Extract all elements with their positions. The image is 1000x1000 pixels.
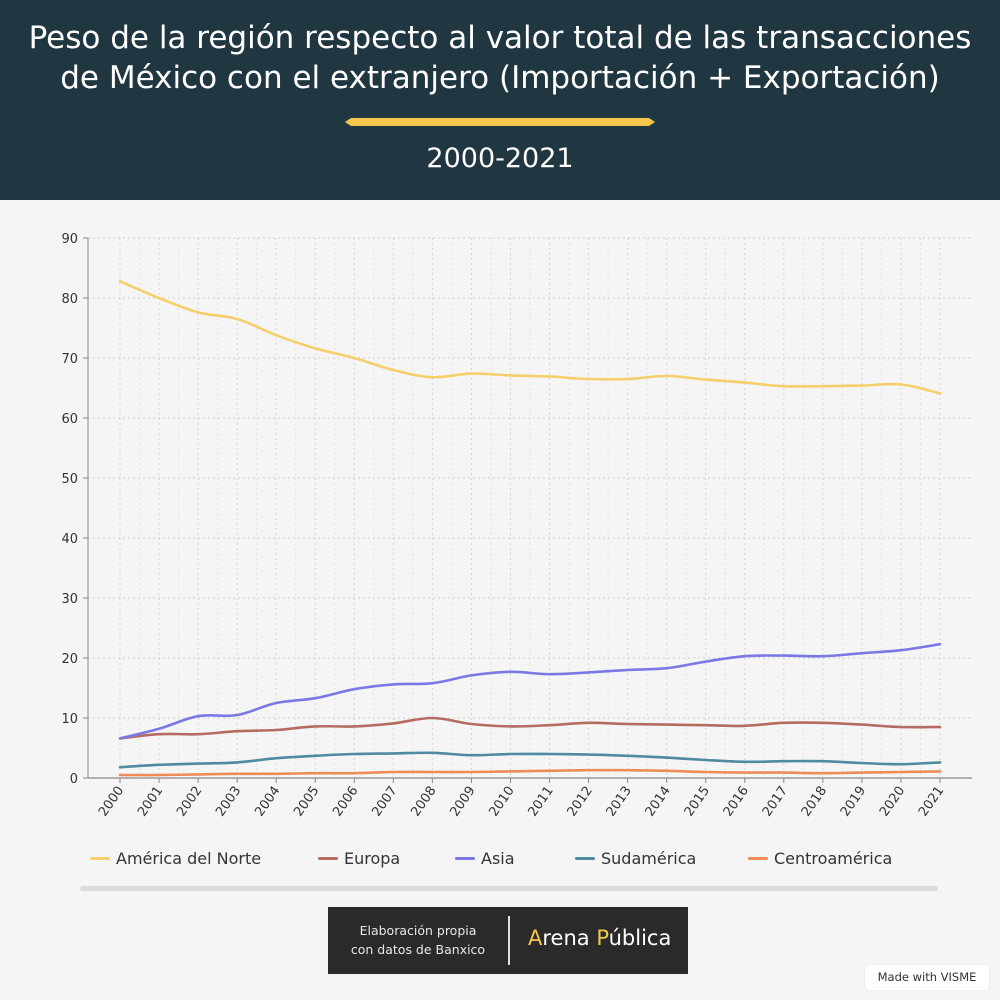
x-tick-label: 2015 xyxy=(682,784,713,820)
x-tick-label: 2019 xyxy=(838,784,869,820)
credit-line-2: con datos de Banxico xyxy=(350,942,486,957)
credit-box: Elaboración propia con datos de Banxico … xyxy=(328,907,688,974)
x-tick-label: 2007 xyxy=(369,784,400,820)
y-tick-label: 50 xyxy=(61,472,78,487)
credit-line-1: Elaboración propia xyxy=(359,923,477,938)
x-tick-label: 2006 xyxy=(330,784,361,820)
y-tick-label: 0 xyxy=(70,772,78,787)
legend-swatch xyxy=(318,856,338,860)
series-line-centroamerica xyxy=(118,768,942,777)
y-tick-label: 80 xyxy=(61,292,78,307)
line-chart: 0 10 20 30 40 50 60 70 80 90 2000 2001 2002 2003 2004 2… xyxy=(61,232,972,820)
x-tick-label: 2011 xyxy=(526,784,557,820)
x-tick-label: 2001 xyxy=(135,784,166,820)
chart-title: Peso de la región respecto al valor tota… xyxy=(28,20,972,96)
series-line-america-del-norte xyxy=(118,279,942,395)
legend-label: Sudamérica xyxy=(601,848,697,868)
visme-watermark[interactable]: Made with VISME xyxy=(865,965,989,990)
x-tick-label: 2017 xyxy=(760,784,791,820)
header: Peso de la región respecto al valor tota… xyxy=(0,0,1000,200)
y-tick-label: 20 xyxy=(61,652,78,667)
series-line-europa xyxy=(118,716,942,740)
y-tick-label: 40 xyxy=(61,532,78,547)
y-tick-label: 10 xyxy=(61,712,78,727)
legend-label: Asia xyxy=(481,848,515,868)
legend-swatch xyxy=(90,856,110,860)
legend-item-europa[interactable]: Europa xyxy=(318,846,400,870)
x-tick-label: 2014 xyxy=(643,784,674,820)
x-tick-label: 2002 xyxy=(174,784,205,820)
x-tick-label: 2009 xyxy=(447,784,478,820)
x-tick-label: 2013 xyxy=(604,784,635,820)
arena-publica-logo: Arena Pública xyxy=(528,926,672,950)
legend-item-centroamerica[interactable]: Centroamérica xyxy=(748,846,892,870)
credit-separator xyxy=(508,916,510,965)
legend-swatch xyxy=(575,856,595,860)
legend-item-sudamerica[interactable]: Sudamérica xyxy=(575,846,696,870)
y-tick-label: 30 xyxy=(61,592,78,607)
x-tick-label: 2012 xyxy=(565,784,596,820)
legend-item-america-del-norte[interactable]: América del Norte xyxy=(90,846,261,870)
x-tick-label: 2018 xyxy=(799,784,830,820)
legend-label: América del Norte xyxy=(116,848,262,868)
x-tick-label: 2000 xyxy=(96,784,127,820)
x-tick-label: 2020 xyxy=(877,784,908,820)
credit-text: Elaboración propia con datos de Banxico xyxy=(338,921,498,959)
title-divider xyxy=(345,118,655,126)
legend-swatch xyxy=(748,856,768,860)
x-tick-label: 2021 xyxy=(916,784,947,820)
legend-swatch xyxy=(455,856,475,860)
legend-divider xyxy=(80,886,938,891)
y-tick-label: 70 xyxy=(61,352,78,367)
x-tick-label: 2005 xyxy=(291,784,322,820)
chart-legend: América del Norte Europa Asia Sudamérica Cen… xyxy=(90,846,970,870)
x-tick-label: 2004 xyxy=(252,784,283,820)
legend-label: Europa xyxy=(344,848,401,868)
x-tick-label: 2003 xyxy=(213,784,244,820)
x-tick-label: 2008 xyxy=(408,784,439,820)
chart-subtitle: 2000-2021 xyxy=(426,143,574,174)
x-tick-label: 2010 xyxy=(486,784,517,820)
series-line-asia xyxy=(118,642,942,740)
y-tick-label: 90 xyxy=(61,232,78,247)
series-line-sudamerica xyxy=(118,751,942,769)
legend-item-asia[interactable]: Asia xyxy=(455,846,515,870)
y-tick-label: 60 xyxy=(61,412,78,427)
x-tick-label: 2016 xyxy=(721,784,752,820)
legend-label: Centroamérica xyxy=(774,848,893,868)
